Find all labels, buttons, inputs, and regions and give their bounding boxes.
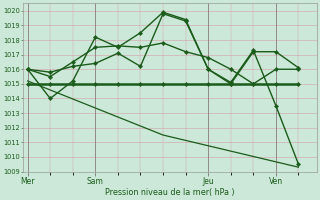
X-axis label: Pression niveau de la mer( hPa ): Pression niveau de la mer( hPa )	[105, 188, 235, 197]
